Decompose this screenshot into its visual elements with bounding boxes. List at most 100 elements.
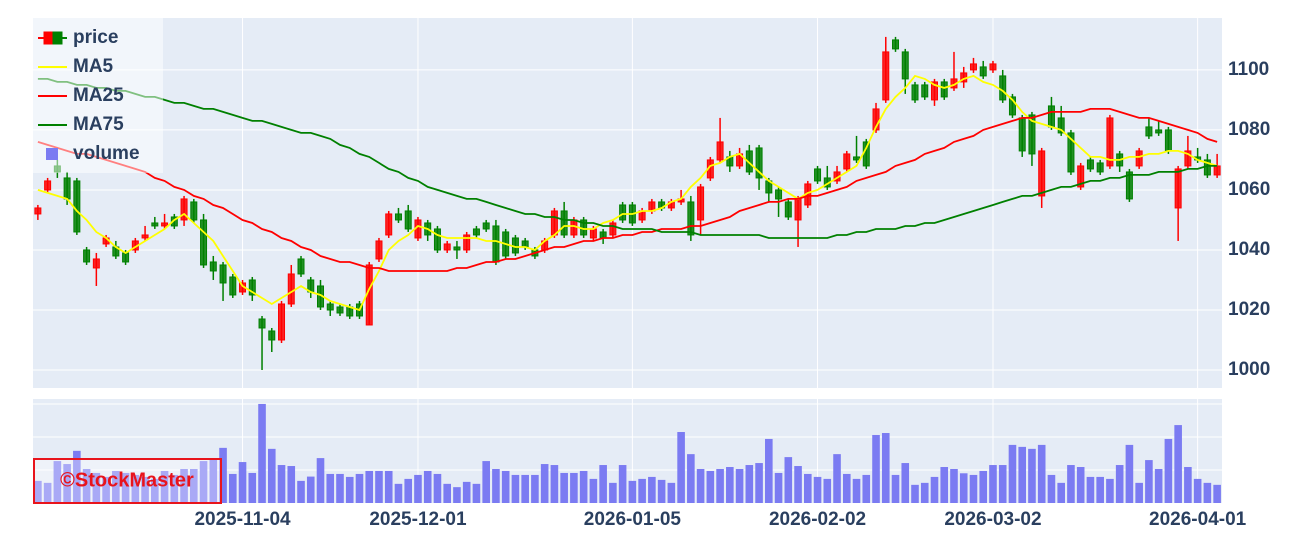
volume-bar — [43, 482, 52, 503]
candle-body — [229, 276, 237, 296]
y-tick-label: 1060 — [1228, 179, 1270, 200]
candle-body — [219, 264, 227, 284]
candle-body — [443, 243, 451, 251]
volume-bar — [989, 465, 997, 503]
volume-bar — [589, 478, 598, 503]
volume-bar — [794, 466, 802, 503]
candle-body — [872, 108, 880, 131]
candle-body — [969, 63, 977, 71]
candle-body — [1067, 132, 1075, 173]
legend-label: MA75 — [73, 114, 124, 135]
candle-body — [161, 222, 169, 227]
candle-body — [433, 228, 441, 251]
candle-body — [472, 228, 480, 236]
volume-bar — [336, 473, 344, 503]
candle-body — [1008, 96, 1016, 116]
ma-line — [37, 108, 1218, 272]
y-tick-label: 1080 — [1228, 119, 1270, 140]
candle-body — [794, 198, 802, 221]
y-tick-label: 1000 — [1228, 359, 1270, 380]
candle-body — [83, 249, 91, 263]
volume-bar — [1193, 478, 1202, 503]
volume-bar — [472, 483, 481, 503]
volume-bar — [1008, 444, 1017, 503]
legend-label: MA25 — [73, 85, 124, 106]
volume-bar — [560, 472, 568, 503]
y-tick-label: 1040 — [1228, 239, 1270, 260]
volume-bar — [355, 473, 364, 503]
volume-bar — [745, 465, 754, 503]
candle-body — [278, 303, 286, 341]
volume-bar — [511, 474, 520, 503]
watermark-box — [33, 458, 222, 504]
legend-icon — [52, 31, 63, 45]
volume-bar — [696, 468, 705, 503]
volume-bar — [141, 476, 149, 503]
candle-body — [1018, 117, 1026, 152]
volume-bar — [102, 476, 110, 503]
x-tick-label: 2026-04-01 — [1149, 509, 1247, 530]
volume-bar — [1125, 444, 1134, 503]
volume-bar — [803, 473, 812, 503]
candle-body — [1028, 114, 1036, 155]
volume-bar — [297, 480, 305, 503]
volume-bar — [950, 468, 958, 503]
legend-icon — [46, 148, 58, 160]
volume-bar — [677, 432, 685, 503]
candle-body — [716, 141, 724, 161]
volume-bar — [1203, 482, 1212, 503]
volume-bar — [638, 478, 646, 503]
candle-body — [979, 66, 987, 77]
candle-body — [394, 213, 402, 221]
candle-body — [853, 156, 861, 161]
volume-bar — [267, 448, 276, 503]
volume-bar — [1047, 474, 1056, 503]
volume-bar — [881, 433, 890, 503]
volume-bar — [1135, 482, 1143, 503]
volume-bar — [1057, 482, 1065, 503]
volume-bar — [735, 468, 744, 503]
volume-bar — [920, 482, 929, 503]
candle-body — [209, 261, 217, 272]
volume-bar — [657, 479, 666, 503]
volume-bar — [998, 465, 1007, 503]
candle-body — [63, 177, 71, 200]
volume-bar — [891, 474, 900, 503]
volume-bar — [550, 465, 559, 503]
candle-body — [92, 258, 100, 269]
candle-body — [404, 210, 412, 230]
candle-body — [745, 150, 753, 173]
volume-bar — [755, 463, 763, 503]
candle-body — [1213, 165, 1221, 176]
legend-label: volume — [73, 143, 140, 164]
candle-body — [336, 306, 344, 314]
volume-bar — [872, 434, 880, 503]
volume-bar — [784, 457, 793, 503]
candle-body — [258, 318, 266, 329]
volume-bar — [365, 470, 374, 503]
ma-line — [37, 74, 1218, 312]
candle-body — [326, 303, 334, 311]
volume-bar — [716, 468, 724, 503]
x-tick-label: 2026-01-05 — [584, 509, 682, 530]
candle-body — [268, 330, 276, 341]
y-tick-label: 1100 — [1228, 59, 1269, 80]
candle-body — [1164, 129, 1172, 152]
volume-bar — [462, 481, 471, 503]
volume-bar — [1145, 460, 1153, 503]
volume-bar — [82, 468, 91, 503]
candle-body — [1155, 129, 1163, 134]
candle-body — [775, 189, 783, 200]
volume-bar — [414, 474, 422, 503]
volume-bar — [170, 474, 179, 503]
candle-body — [287, 273, 295, 305]
candle-body — [1106, 117, 1114, 167]
candle-body — [482, 222, 490, 230]
volume-bar — [579, 470, 588, 503]
ma-line — [37, 78, 1218, 239]
candle-body — [73, 180, 81, 233]
candle-body — [784, 201, 792, 218]
candle-body — [755, 147, 763, 179]
volume-bar — [1154, 468, 1163, 503]
